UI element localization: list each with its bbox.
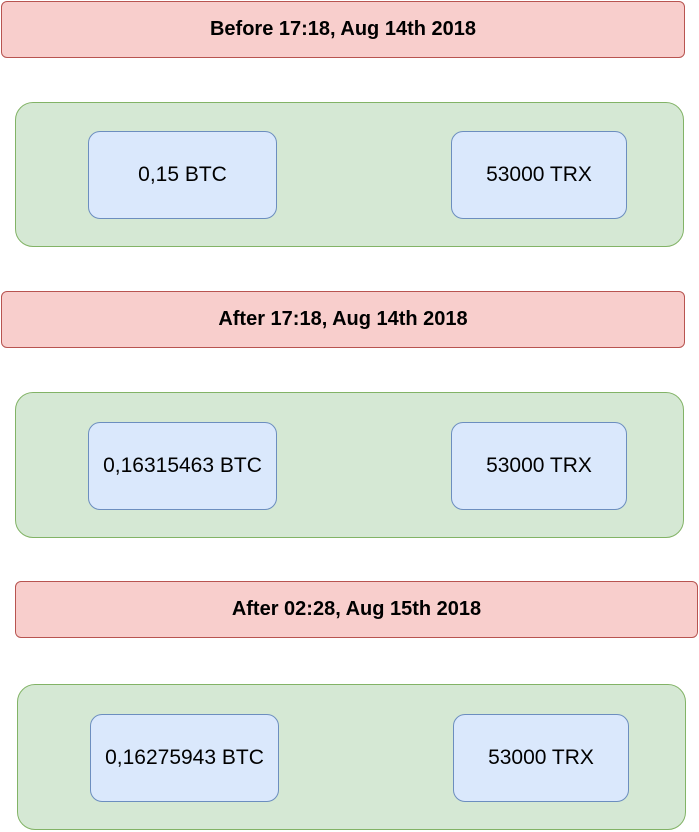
period-1-header: Before 17:18, Aug 14th 2018 [1, 1, 685, 58]
period-3-trx-balance: 53000 TRX [453, 714, 629, 802]
period-1-balances: 0,15 BTC 53000 TRX [15, 102, 684, 247]
period-2-trx-balance: 53000 TRX [451, 422, 627, 510]
period-3-header: After 02:28, Aug 15th 2018 [15, 581, 698, 638]
period-3-balances: 0,16275943 BTC 53000 TRX [17, 684, 686, 830]
period-3-trx-label: 53000 TRX [488, 746, 594, 769]
period-2-btc-balance: 0,16315463 BTC [88, 422, 277, 510]
period-3-btc-balance: 0,16275943 BTC [90, 714, 279, 802]
period-2-header: After 17:18, Aug 14th 2018 [1, 291, 685, 348]
period-1-title: Before 17:18, Aug 14th 2018 [209, 18, 477, 40]
period-2-btc-label: 0,16315463 BTC [103, 454, 262, 477]
period-1-btc-balance: 0,15 BTC [88, 131, 277, 219]
period-3-title: After 02:28, Aug 15th 2018 [231, 598, 482, 620]
period-1-trx-label: 53000 TRX [486, 163, 592, 186]
period-2-balances: 0,16315463 BTC 53000 TRX [15, 392, 684, 538]
period-2-trx-label: 53000 TRX [486, 454, 592, 477]
period-1-btc-label: 0,15 BTC [138, 163, 227, 186]
period-2-title: After 17:18, Aug 14th 2018 [218, 308, 468, 330]
period-3-btc-label: 0,16275943 BTC [105, 746, 264, 769]
period-1-trx-balance: 53000 TRX [451, 131, 627, 219]
